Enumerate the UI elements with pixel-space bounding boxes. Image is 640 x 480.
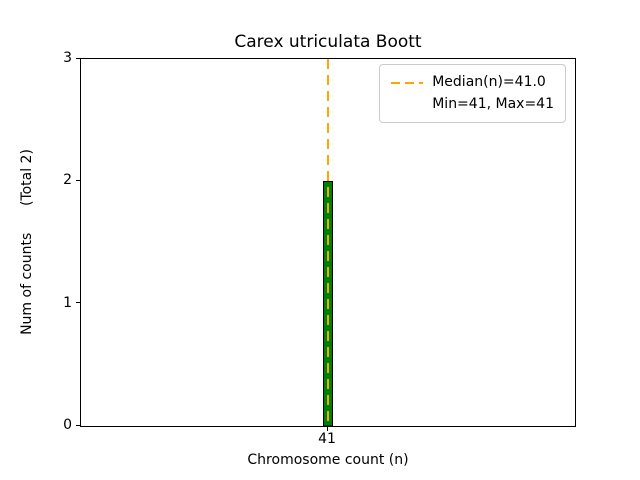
legend-label-median: Median(n)=41.0 [432, 74, 546, 90]
x-tick-label: 41 [318, 431, 336, 447]
y-tick-label: 1 [63, 294, 72, 311]
x-tick-mark [327, 427, 328, 431]
median-line-legend-swatch [391, 81, 424, 84]
y-tick-label: 2 [63, 172, 72, 189]
y-tick-mark [76, 302, 80, 304]
y-tick-label: 3 [63, 50, 72, 66]
legend-row-median: Median(n)=41.0 [391, 72, 554, 94]
legend-label-minmax: Min=41, Max=41 [432, 95, 554, 112]
y-tick-mark [76, 424, 80, 426]
y-tick-label: 0 [63, 417, 72, 433]
legend-row-minmax: Min=41, Max=41 [391, 94, 554, 116]
y-tick-mark [76, 57, 80, 59]
legend: Median(n)=41.0 Min=41, Max=41 [379, 64, 566, 124]
y-tick-mark [76, 179, 80, 181]
plot-canvas [323, 59, 333, 426]
chart-title: Carex utriculata Boott [234, 32, 422, 52]
x-axis-label: Chromosome count (n) [247, 452, 409, 468]
